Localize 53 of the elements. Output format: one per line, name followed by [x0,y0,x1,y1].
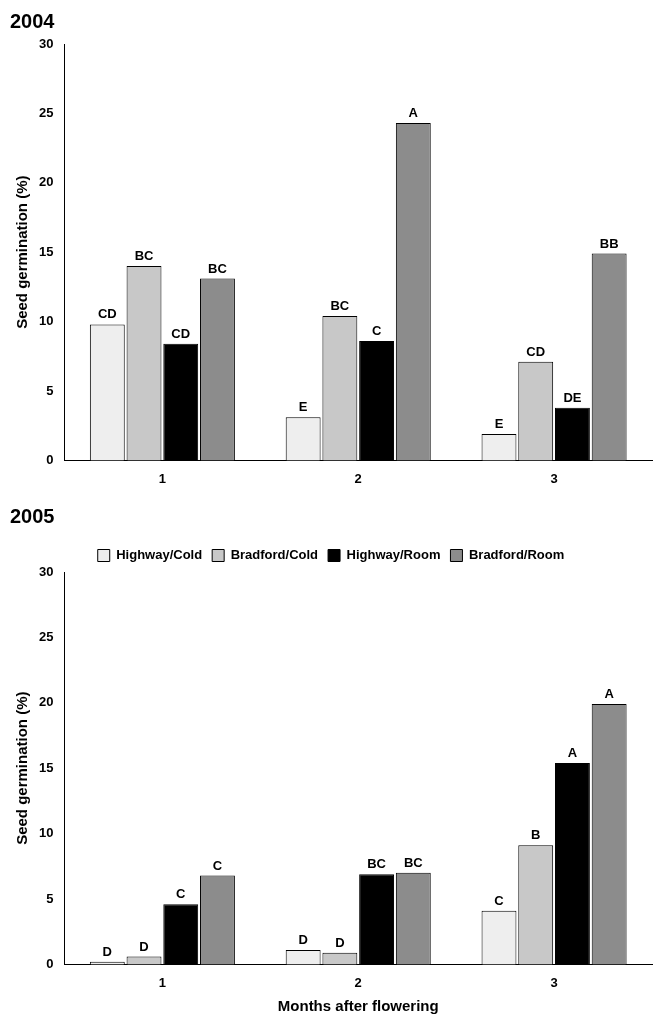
data-label: D [139,938,149,954]
x-axis-title: Months after flowering [277,997,439,1015]
y-tick-label: 20 [38,694,54,710]
data-label: BC [367,856,387,872]
data-label: E [298,399,308,415]
y-tick-label: 15 [38,759,54,775]
data-label: A [408,105,419,121]
x-tick-label: 1 [158,470,166,486]
y-tick-label: 15 [38,243,54,259]
data-label: A [567,745,578,761]
data-label: BC [134,248,155,264]
y-tick-label: 0 [46,955,54,971]
chart-title: 2005 [10,504,55,527]
y-tick-label: 10 [38,825,54,841]
data-label: BC [208,260,228,276]
data-label: E [494,416,504,432]
data-label: C [371,323,382,339]
data-label: A [604,686,615,702]
x-tick-label: 3 [550,974,558,990]
legend-label: Bradford/Cold [230,547,319,563]
data-label: BB [599,235,619,251]
data-label: CD [97,306,117,322]
data-label: CD [526,343,546,359]
chart-title: 2004 [10,9,56,32]
data-label: D [335,934,345,950]
y-tick-label: 10 [38,313,54,329]
data-label: DE [563,389,582,405]
data-label: C [212,857,223,873]
data-label: B [531,827,541,843]
x-tick-label: 2 [354,974,362,990]
legend-label: Bradford/Room [468,547,565,563]
data-label: C [176,886,187,902]
data-label: BC [330,298,350,314]
y-tick-label: 5 [46,382,54,398]
x-tick-label: 3 [550,470,558,486]
data-label: D [298,932,308,948]
data-label: C [494,892,505,908]
y-axis-title: Seed germination (%) [13,175,31,329]
legend-label: Highway/Cold [116,547,203,563]
y-tick-label: 25 [38,628,54,644]
data-label: BC [403,854,424,870]
data-label: D [102,943,112,959]
y-axis-title: Seed germination (%) [13,691,31,845]
x-tick-label: 2 [354,470,362,486]
y-tick-label: 20 [38,174,54,190]
y-tick-label: 30 [38,563,54,579]
data-label: CD [171,325,191,341]
y-tick-label: 0 [46,451,54,467]
y-tick-label: 5 [46,890,54,906]
y-tick-label: 30 [38,35,54,51]
legend-label: Highway/Room [346,547,441,563]
x-tick-label: 1 [158,974,166,990]
y-tick-label: 25 [38,104,54,120]
